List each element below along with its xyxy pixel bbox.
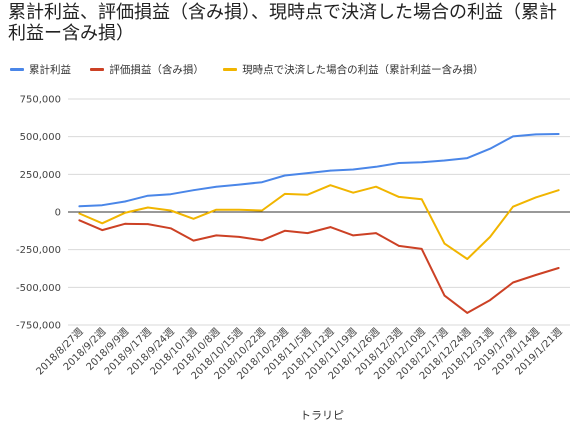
data-point [306,172,309,174]
data-point [124,200,126,203]
series-line-0 [78,133,560,208]
data-point [329,169,332,172]
legend-label: 現時点で決済した場合の利益（累計利益ー含み損） [242,64,484,76]
data-point [283,230,286,232]
data-point [169,227,172,230]
data-point [101,204,104,207]
data-point [215,234,218,237]
data-point [192,239,195,242]
legend-item-settled-profit: 現時点で決済した場合の利益（累計利益ー含み損） [223,62,484,77]
data-point [512,135,514,138]
data-point [169,193,172,196]
data-point [261,181,263,183]
data-point [466,157,469,159]
series-lines [78,133,560,314]
data-point [261,239,263,242]
data-point [443,242,446,245]
data-point [489,236,491,238]
data-point [238,208,240,211]
data-point [101,229,104,231]
legend-item-cumulative-profit: 累計利益 [10,62,71,77]
y-tick-label: 750,000 [20,95,61,106]
data-point [352,168,355,171]
data-point [329,226,332,228]
data-point [261,209,263,212]
legend-swatch-blue [10,68,24,71]
data-point [557,133,560,135]
data-point [420,248,423,250]
data-point [147,206,149,209]
data-point [306,193,309,196]
data-point [466,258,469,260]
gridlines [68,98,570,326]
data-point [215,185,218,188]
y-tick-label: 0 [55,208,61,219]
legend-swatch-yellow [223,68,238,71]
series-line-1 [78,219,560,314]
y-tick-label: 250,000 [20,170,61,181]
data-point [101,222,104,225]
data-point [375,232,377,234]
y-tick-label: 500,000 [20,132,61,143]
data-point [375,185,377,188]
data-point [147,194,149,197]
data-point [375,166,377,168]
data-point [489,147,491,150]
y-tick-label: -500,000 [16,283,61,294]
data-point [192,189,195,191]
series-line-2 [78,184,560,260]
data-point [124,222,126,225]
data-point [352,191,355,194]
data-point [283,174,286,177]
data-point [534,274,537,276]
data-point [534,133,537,136]
data-point [534,196,537,199]
data-point [329,184,332,186]
data-point [238,236,240,238]
data-point [283,193,286,195]
data-point [306,232,309,234]
data-point [512,205,514,208]
data-point [78,219,81,222]
data-point [420,161,423,164]
data-point [147,223,149,225]
chart-title: 累計利益、評価損益（含み損）、現時点で決済した場合の利益（累計利益ー含み損） [8,2,557,44]
legend-label: 累計利益 [29,64,71,76]
data-point [78,205,81,208]
legend-label: 評価損益（含み損） [109,64,204,76]
data-point [443,159,446,162]
data-point [557,189,560,191]
data-point [489,299,491,301]
data-point [124,211,126,214]
y-tick-label: -250,000 [16,245,61,256]
data-point [466,312,469,314]
data-point [238,183,240,186]
data-point [352,234,355,237]
data-point [420,198,423,200]
legend-item-unrealized-loss: 評価損益（含み損） [90,62,204,77]
data-point [443,294,446,297]
legend: 累計利益 評価損益（含み損） 現時点で決済した場合の利益（累計利益ー含み損） [10,62,500,80]
data-point [215,208,218,211]
data-point [78,212,81,215]
x-axis-ticks: 2018/8/27週2018/9/2週2018/9/9週2018/9/17週20… [34,326,565,382]
y-axis-ticks: 750,000 500,000 250,000 0 -250,000 -500,000 -7… [16,95,61,332]
data-point [192,217,195,220]
x-axis-label: トラリピ [300,409,344,422]
data-point [398,162,400,164]
legend-swatch-red [90,68,105,71]
y-tick-label: -750,000 [16,321,61,332]
data-point [512,281,514,284]
data-point [169,209,172,212]
data-point [398,196,400,198]
data-point [398,245,400,247]
data-point [557,267,560,269]
